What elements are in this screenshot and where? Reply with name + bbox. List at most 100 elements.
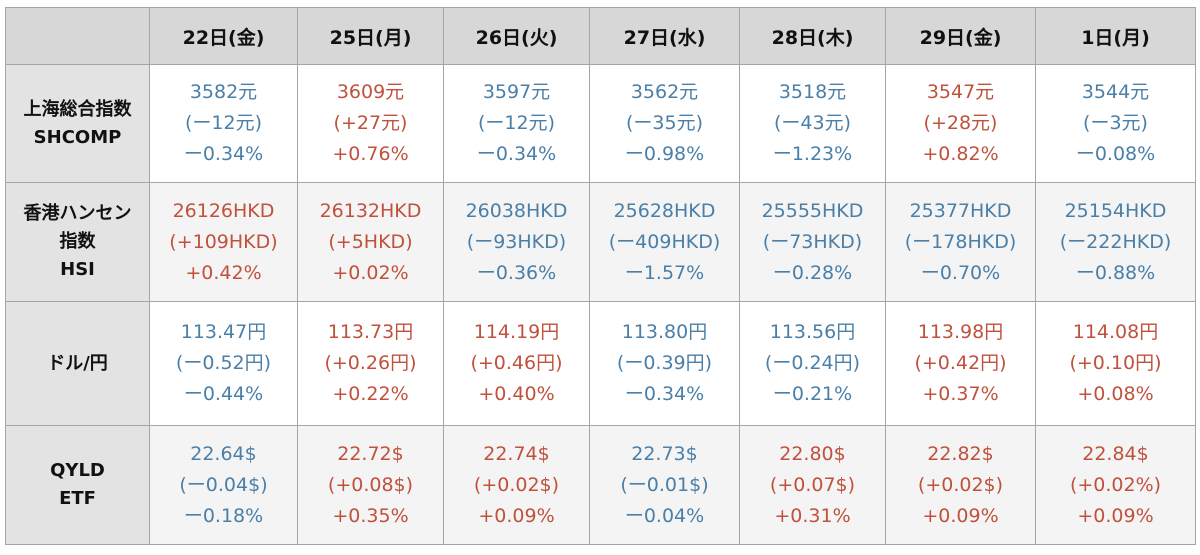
quote-change: (+5HKD) — [328, 230, 413, 253]
quote-cell: 3518元 (ー43元) ー1.23% — [739, 64, 886, 183]
quote-price: 26132HKD — [319, 199, 422, 222]
row-label-line: 上海総合指数 — [23, 98, 132, 120]
quote-price: 25154HKD — [1064, 199, 1167, 222]
quote-percent: +0.22% — [332, 383, 409, 405]
quote-cell: 113.73円 (+0.26円) +0.22% — [297, 301, 444, 426]
quote-percent: +0.08% — [1077, 383, 1154, 405]
quote-price: 22.84$ — [1082, 442, 1149, 465]
quote-percent: +0.09% — [1077, 504, 1154, 527]
quote-change: (ー3元) — [1083, 112, 1148, 134]
quote-change: (ー0.04$) — [179, 473, 268, 496]
column-header-date: 27日(水) — [589, 7, 740, 65]
column-header-date: 26日(火) — [443, 7, 590, 65]
quote-percent: +0.37% — [922, 383, 999, 405]
quote-percent: +0.82% — [922, 143, 999, 165]
column-header-date: 25日(月) — [297, 7, 444, 65]
quote-change: (ー12元) — [477, 112, 555, 134]
quote-change: (+0.02$) — [473, 473, 560, 496]
quote-percent: +0.31% — [774, 504, 851, 527]
quote-price: 26038HKD — [465, 199, 568, 222]
row-label-line: SHCOMP — [33, 126, 122, 148]
quote-percent: +0.09% — [478, 504, 555, 527]
quote-price: 3582元 — [189, 81, 258, 103]
quote-cell: 22.64$ (ー0.04$) ー0.18% — [149, 425, 298, 545]
quote-cell: 3582元 (ー12元) ー0.34% — [149, 64, 298, 183]
quote-percent: ー0.88% — [1075, 261, 1156, 284]
quote-change: (+0.02%) — [1069, 473, 1162, 496]
row-label-line: ドル/円 — [47, 352, 108, 374]
quote-percent: +0.09% — [922, 504, 999, 527]
quote-price: 22.72$ — [337, 442, 404, 465]
quote-change: (+0.02$) — [917, 473, 1004, 496]
quote-cell: 22.74$ (+0.02$) +0.09% — [443, 425, 590, 545]
quote-price: 113.56円 — [769, 321, 856, 343]
quote-percent: ー1.23% — [772, 143, 853, 165]
quote-percent: ー0.08% — [1075, 143, 1156, 165]
quote-price: 3562元 — [630, 81, 699, 103]
quote-percent: +0.02% — [332, 261, 409, 284]
row-label-line: 香港ハンセン — [23, 203, 132, 224]
quote-change: (ー409HKD) — [608, 230, 721, 253]
quote-percent: ー0.34% — [624, 383, 705, 405]
quote-cell: 25154HKD (ー222HKD) ー0.88% — [1035, 182, 1196, 302]
quote-cell: 25555HKD (ー73HKD) ー0.28% — [739, 182, 886, 302]
quote-price: 22.73$ — [631, 442, 698, 465]
quote-price: 26126HKD — [172, 199, 275, 222]
quote-change: (+0.07$) — [769, 473, 856, 496]
quote-change: (ー0.01$) — [620, 473, 709, 496]
quote-price: 25377HKD — [909, 199, 1012, 222]
quote-percent: ー0.44% — [183, 383, 264, 405]
quote-price: 22.82$ — [927, 442, 994, 465]
quote-cell: 26132HKD (+5HKD) +0.02% — [297, 182, 444, 302]
row-label-line: HSI — [60, 259, 95, 280]
quote-change: (+0.26円) — [324, 352, 417, 374]
quote-cell: 3562元 (ー35元) ー0.98% — [589, 64, 740, 183]
quote-change: (ー0.52円) — [175, 352, 272, 374]
row-label-cell: ドル/円 — [5, 301, 150, 426]
quote-percent: ー1.57% — [624, 261, 705, 284]
quote-percent: ー0.18% — [183, 504, 264, 527]
quote-change: (+109HKD) — [169, 230, 278, 253]
table-row: 上海総合指数 SHCOMP 3582元 (ー12元) ー0.34% 3609元 (+27元)… — [5, 64, 1196, 183]
quote-cell: 22.72$ (+0.08$) +0.35% — [297, 425, 444, 545]
column-header-date: 28日(木) — [739, 7, 886, 65]
quote-cell: 113.56円 (ー0.24円) ー0.21% — [739, 301, 886, 426]
quote-cell: 114.19円 (+0.46円) +0.40% — [443, 301, 590, 426]
row-label-line: ETF — [59, 488, 96, 509]
market-summary-table: 22日(金) 25日(月) 26日(火) 27日(水) 28日(木) 29日(金) 1日(月… — [5, 7, 1196, 545]
quote-change: (ー35元) — [625, 112, 703, 134]
quote-change: (ー222HKD) — [1059, 230, 1172, 253]
column-header-date: 22日(金) — [149, 7, 298, 65]
quote-change: (ー43元) — [773, 112, 851, 134]
quote-change: (+27元) — [333, 112, 408, 134]
quote-price: 3544元 — [1081, 81, 1150, 103]
quote-percent: +0.40% — [478, 383, 555, 405]
quote-price: 113.73円 — [327, 321, 414, 343]
quote-change: (ー93HKD) — [466, 230, 567, 253]
quote-price: 113.80円 — [621, 321, 708, 343]
quote-price: 113.47円 — [180, 321, 267, 343]
quote-price: 3518元 — [778, 81, 847, 103]
quote-price: 3597元 — [482, 81, 551, 103]
row-label-cell: QYLD ETF — [5, 425, 150, 545]
quote-change: (+0.08$) — [327, 473, 414, 496]
quote-cell: 113.47円 (ー0.52円) ー0.44% — [149, 301, 298, 426]
row-label-line: 指数 — [59, 231, 96, 252]
header-corner-cell — [5, 7, 150, 65]
quote-price: 22.80$ — [779, 442, 846, 465]
quote-percent: ー0.70% — [920, 261, 1001, 284]
table-row: ドル/円 113.47円 (ー0.52円) ー0.44% 113.73円 (+0.26円)… — [5, 301, 1196, 426]
quote-percent: ー0.36% — [476, 261, 557, 284]
quote-change: (+28元) — [923, 112, 998, 134]
quote-price: 22.64$ — [190, 442, 257, 465]
quote-percent: +0.76% — [332, 143, 409, 165]
quote-change: (ー12元) — [184, 112, 262, 134]
quote-price: 3609元 — [336, 81, 405, 103]
quote-cell: 3544元 (ー3元) ー0.08% — [1035, 64, 1196, 183]
quote-price: 114.08円 — [1072, 321, 1159, 343]
quote-change: (ー0.39円) — [616, 352, 713, 374]
quote-price: 114.19円 — [473, 321, 560, 343]
quote-percent: ー0.98% — [624, 143, 705, 165]
quote-percent: ー0.34% — [476, 143, 557, 165]
quote-change: (ー0.24円) — [764, 352, 861, 374]
